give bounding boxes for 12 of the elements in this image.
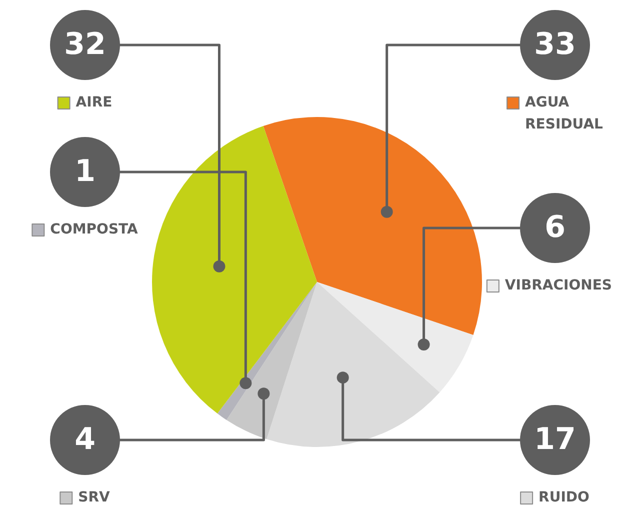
data-label: 4 [74,422,96,457]
data-label: 33 [534,26,576,62]
legend-label: AGUA RESIDUAL [525,94,604,133]
legend-label: COMPOSTA [50,222,138,238]
legend-label: SRV [78,490,110,506]
legend-label: RUIDO [538,490,590,506]
legend-label: AIRE [76,94,112,111]
data-label: 6 [544,210,566,245]
legend-label: VIBRACIONES [504,278,612,294]
data-label: 32 [64,26,106,62]
data-label: 17 [534,422,576,457]
data-label: 1 [74,154,96,189]
